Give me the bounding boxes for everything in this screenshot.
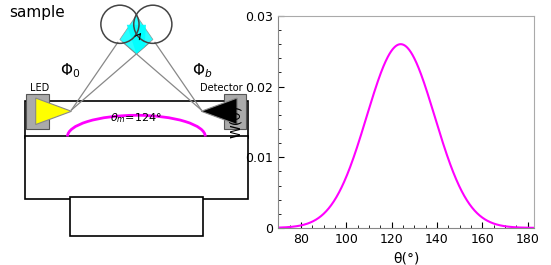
Text: LED: LED [30,83,50,93]
Bar [25,136,247,199]
X-axis label: θ(°): θ(°) [393,251,419,265]
Y-axis label: W(θ): W(θ) [229,105,243,138]
Text: Detector: Detector [200,83,242,93]
Polygon shape [201,98,237,125]
Text: $\Phi_b$: $\Phi_b$ [192,61,213,80]
Polygon shape [36,98,72,125]
Bar [70,197,203,236]
Text: sample: sample [9,5,65,20]
Polygon shape [127,25,146,54]
Polygon shape [26,94,49,129]
Text: $\theta_m$=124°: $\theta_m$=124° [111,111,162,125]
Polygon shape [224,94,246,129]
Polygon shape [120,15,153,54]
Text: $\Phi_0$: $\Phi_0$ [60,61,80,80]
Bar [25,101,247,138]
